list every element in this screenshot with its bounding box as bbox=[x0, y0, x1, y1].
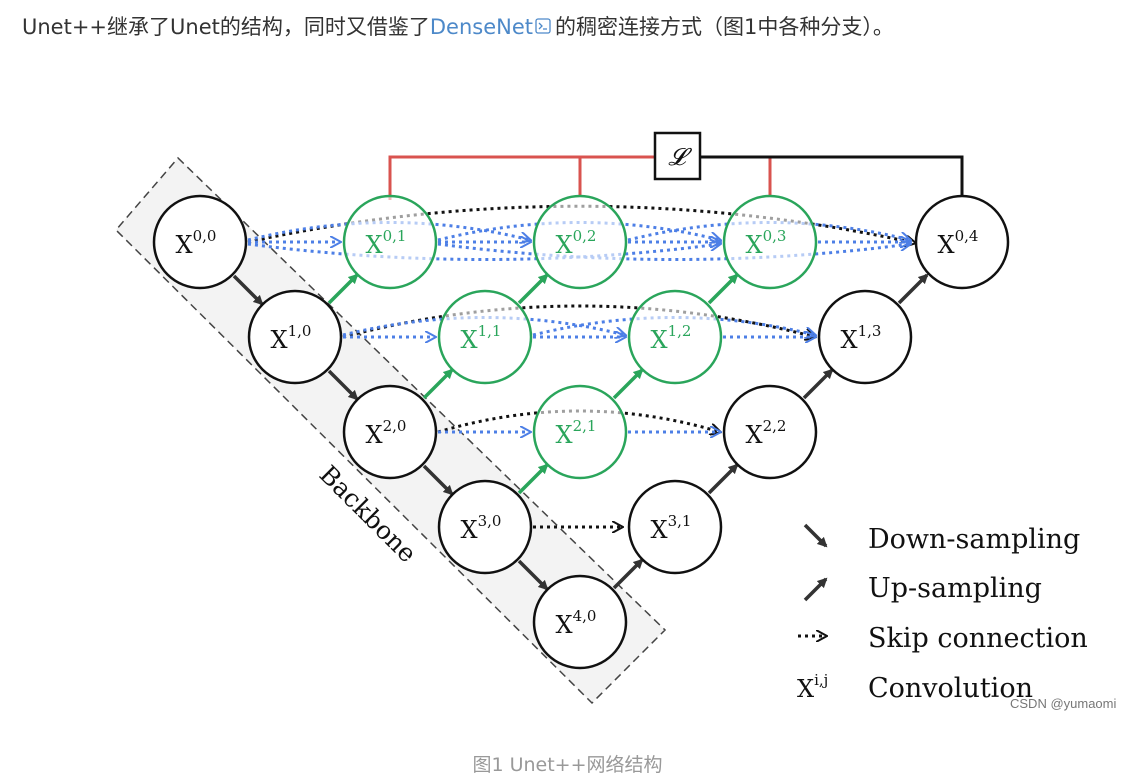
densenet-link[interactable]: DenseNet bbox=[429, 15, 533, 39]
legend-skip-label: Skip connection bbox=[868, 623, 1088, 654]
node-x21: X2,1 bbox=[532, 384, 628, 480]
svg-text:X2,0: X2,0 bbox=[366, 417, 407, 449]
up-sampling-arrows-dark bbox=[612, 273, 929, 590]
svg-text:X1,2: X1,2 bbox=[651, 322, 692, 354]
legend-conv-symbol: Xi,j bbox=[797, 671, 828, 703]
intro-paragraph: Unet++继承了Unet的结构，同时又借鉴了DenseNet 的稠密连接方式（图… bbox=[22, 10, 894, 44]
node-x10: X1,0 bbox=[247, 289, 343, 385]
node-x13: X1,3 bbox=[817, 289, 913, 385]
figure-caption: 图1 Unet++网络结构 bbox=[472, 754, 663, 776]
intro-text-after: 的稠密连接方式（图1中各种分支）。 bbox=[554, 15, 894, 39]
svg-text:X0,0: X0,0 bbox=[176, 227, 217, 259]
legend-up-arrow-icon bbox=[803, 577, 828, 602]
node-x01: X0,1 bbox=[342, 194, 438, 290]
loss-connections bbox=[388, 155, 964, 200]
svg-text:X0,1: X0,1 bbox=[366, 227, 407, 259]
legend-down-arrow-icon bbox=[803, 523, 828, 548]
node-x04: X0,4 bbox=[914, 194, 1010, 290]
skip-arcs-black bbox=[247, 204, 915, 527]
node-x20: X2,0 bbox=[342, 384, 438, 480]
external-link-icon[interactable] bbox=[535, 18, 551, 34]
node-x12: X1,2 bbox=[627, 289, 723, 385]
node-x22: X2,2 bbox=[722, 384, 818, 480]
node-x02: X0,2 bbox=[532, 194, 628, 290]
csdn-watermark: CSDN @yumaomi bbox=[1010, 696, 1117, 711]
legend-down-label: Down-sampling bbox=[868, 524, 1080, 555]
node-x31: X3,1 bbox=[627, 479, 723, 575]
loss-box bbox=[653, 131, 702, 181]
node-x00: X0,0 bbox=[152, 194, 248, 290]
svg-text:X3,0: X3,0 bbox=[461, 512, 502, 544]
legend-conv-label: Convolution bbox=[868, 673, 1033, 704]
legend-up-label: Up-sampling bbox=[868, 573, 1042, 604]
svg-text:X2,2: X2,2 bbox=[746, 417, 787, 449]
svg-text:X0,4: X0,4 bbox=[938, 227, 979, 259]
svg-text:X4,0: X4,0 bbox=[556, 607, 597, 639]
node-x30: X3,0 bbox=[437, 479, 533, 575]
node-x11: X1,1 bbox=[437, 289, 533, 385]
svg-text:X1,3: X1,3 bbox=[841, 322, 882, 354]
svg-text:X3,1: X3,1 bbox=[651, 512, 692, 544]
svg-text:X0,3: X0,3 bbox=[746, 227, 787, 259]
up-sampling-arrows-green bbox=[327, 273, 739, 495]
svg-text:X1,0: X1,0 bbox=[271, 322, 312, 354]
node-x40: X4,0 bbox=[532, 574, 628, 670]
svg-text:X1,1: X1,1 bbox=[461, 322, 502, 354]
node-x03: X0,3 bbox=[722, 194, 818, 290]
down-sampling-arrows bbox=[232, 274, 549, 591]
intro-text-before: Unet++继承了Unet的结构，同时又借鉴了 bbox=[22, 15, 430, 39]
svg-text:X0,2: X0,2 bbox=[556, 227, 597, 259]
svg-text:X2,1: X2,1 bbox=[556, 417, 597, 449]
legend: Down-sampling Up-sampling Skip connectio… bbox=[797, 523, 1088, 704]
